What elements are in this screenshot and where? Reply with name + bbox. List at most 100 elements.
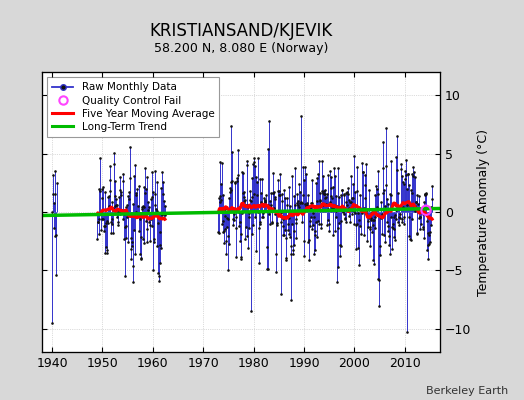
Point [137,234,146,240]
Point [150,191,159,197]
Point [221,206,230,212]
Point [98,216,106,222]
Point [311,232,319,238]
Point [400,181,409,188]
Point [409,205,418,211]
Point [314,221,323,228]
Point [413,230,422,236]
Point [333,203,342,209]
Point [312,179,320,186]
Point [376,215,385,221]
Point [237,254,245,260]
Point [319,190,327,196]
Point [144,199,152,205]
Point [332,192,340,199]
Point [339,209,347,215]
Point [219,229,227,236]
Point [147,196,155,202]
Point [359,169,367,175]
Point [314,170,322,177]
Point [382,125,390,131]
Point [130,173,138,179]
Point [102,220,111,226]
Point [214,228,223,235]
Point [139,236,147,242]
Point [267,190,275,196]
Point [249,155,258,161]
Point [423,247,431,253]
Point [148,194,156,200]
Point [95,185,104,192]
Point [302,205,311,211]
Point [265,211,273,218]
Point [409,164,417,170]
Point [322,194,331,201]
Point [319,173,327,180]
Point [320,187,329,194]
Point [143,226,151,232]
Point [395,214,403,220]
Point [238,169,246,175]
Point [334,264,343,270]
Point [229,222,237,228]
Point [386,191,395,198]
Point [215,195,223,201]
Point [143,239,151,245]
Point [307,200,315,207]
Point [299,164,308,170]
Point [269,170,277,176]
Point [304,238,312,245]
Point [277,290,286,297]
Point [240,194,248,200]
Point [48,209,57,215]
Point [112,202,120,208]
Point [132,192,140,199]
Point [239,197,248,204]
Point [325,228,333,234]
Point [237,256,246,262]
Point [118,210,126,216]
Point [138,206,146,212]
Point [379,164,388,171]
Point [108,221,117,227]
Point [352,222,360,228]
Point [253,178,261,185]
Point [367,209,376,216]
Point [352,220,361,227]
Point [298,219,306,226]
Point [280,187,289,194]
Point [278,198,287,204]
Point [309,222,317,228]
Point [51,272,60,278]
Point [369,222,377,228]
Point [272,269,280,275]
Point [340,190,348,197]
Point [325,221,333,227]
Point [304,257,313,263]
Point [341,216,350,222]
Point [412,199,420,205]
Point [312,219,321,225]
Point [138,204,147,210]
Point [155,273,163,280]
Point [255,225,263,232]
Point [258,202,266,208]
Point [253,191,261,198]
Point [414,208,422,214]
Point [145,214,153,221]
Point [279,216,288,222]
Point [266,208,274,214]
Point [354,262,363,268]
Point [220,228,228,234]
Point [277,219,285,226]
Point [268,220,276,226]
Point [261,192,270,199]
Point [308,200,316,206]
Point [148,169,157,175]
Point [225,185,234,192]
Point [224,267,233,273]
Point [94,219,102,225]
Point [298,200,307,206]
Point [305,218,314,224]
Point [397,218,406,225]
